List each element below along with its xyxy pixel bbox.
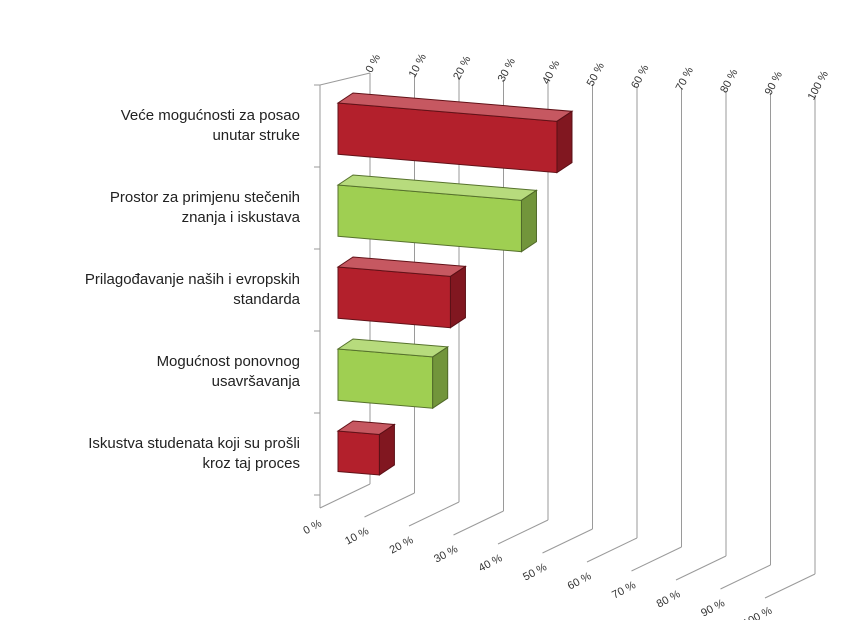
x-tick-label-bottom: 90 % (699, 597, 727, 619)
side-wall-top-edge (319, 72, 371, 86)
floor-gridline (497, 519, 549, 545)
x-tick-label-top: 10 % (407, 52, 429, 80)
category-label: Iskustva studenata koji su prošli (88, 435, 300, 452)
floor-gridline (586, 537, 638, 563)
floor-gridline (364, 492, 415, 518)
x-tick-label-bottom: 100 % (741, 605, 774, 620)
x-tick-label-top: 0 % (364, 52, 384, 75)
x-tick-label-top: 50 % (585, 61, 607, 89)
bar-front-face (337, 348, 434, 409)
bar-front-face (337, 266, 451, 329)
category-label: kroz taj proces (202, 455, 300, 472)
floor-gridline (408, 501, 460, 527)
x-tick-label-bottom: 50 % (521, 561, 549, 583)
category-label: usavršavanja (212, 373, 301, 390)
bar-end-face (378, 423, 395, 476)
x-tick-label-bottom: 40 % (477, 552, 505, 574)
x-tick-label-top: 100 % (806, 69, 831, 102)
floor-gridline (720, 564, 771, 590)
x-tick-label-bottom: 80 % (655, 588, 683, 610)
bar-front-face (337, 430, 380, 476)
floor-gridline (319, 483, 371, 509)
x-tick-label-top: 20 % (451, 54, 473, 82)
floor-gridline (453, 510, 504, 536)
category-label: Mogućnost ponovnog (157, 353, 300, 370)
bar-end-face (556, 110, 573, 174)
x-tick-label-top: 30 % (496, 56, 518, 84)
category-label: unutar struke (212, 127, 300, 144)
x-tick-label-top: 40 % (540, 58, 562, 86)
x-tick-label-top: 60 % (629, 63, 651, 91)
bar-end-face (432, 345, 449, 410)
floor-gridline (764, 573, 816, 599)
x-tick-label-bottom: 70 % (610, 579, 638, 601)
bar-end-face (520, 189, 537, 253)
category-label: Prostor za primjenu stečenih (110, 189, 300, 206)
x-tick-label-bottom: 60 % (566, 570, 594, 592)
x-tick-label-bottom: 20 % (388, 534, 416, 556)
floor-gridline (542, 528, 593, 554)
x-tick-label-top: 90 % (763, 69, 785, 97)
category-label: znanja i iskustava (182, 209, 301, 226)
x-tick-label-bottom: 30 % (432, 543, 460, 565)
floor-gridline (675, 555, 727, 581)
floor-gridline (631, 546, 682, 572)
category-label: Veće mogućnosti za posao (121, 107, 300, 124)
x-tick-label-bottom: 10 % (343, 525, 371, 547)
bar-end-face (449, 265, 466, 329)
x-tick-label-bottom: 0 % (301, 518, 324, 538)
category-label: standarda (233, 291, 300, 308)
x-tick-label-top: 80 % (718, 67, 740, 95)
category-label: Prilagođavanje naših i evropskih (85, 271, 300, 288)
x-tick-label-top: 70 % (674, 65, 696, 93)
